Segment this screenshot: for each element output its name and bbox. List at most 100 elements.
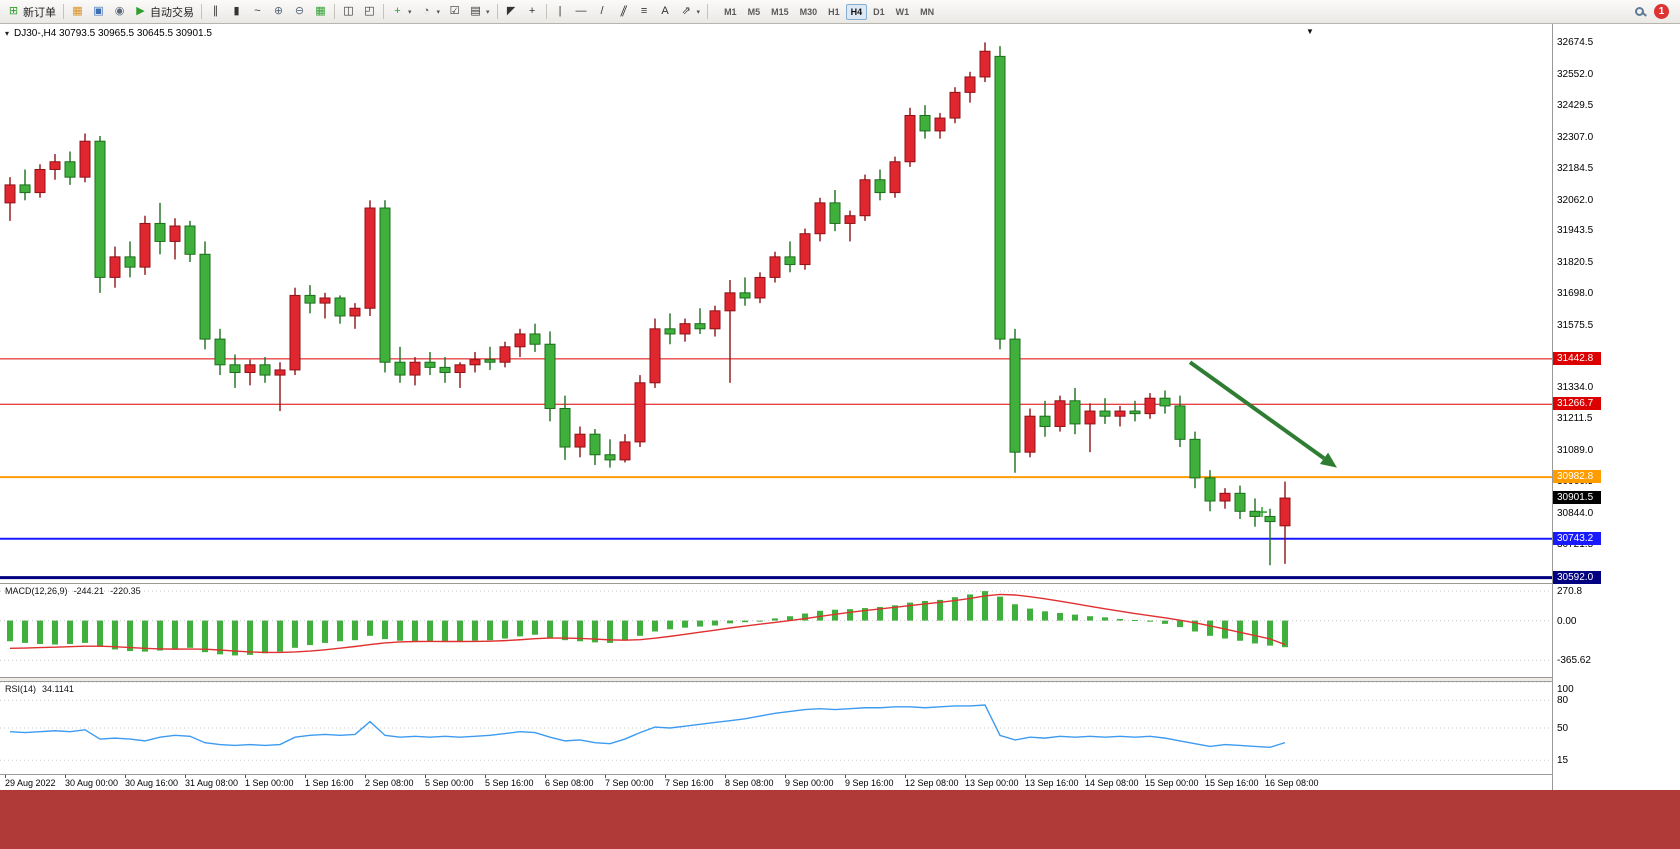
candle-body <box>124 256 136 268</box>
candlestick-chart-button[interactable]: ▮ <box>226 2 247 22</box>
zoom-in-button[interactable]: ⊕ <box>268 2 289 22</box>
macd-bar <box>1027 608 1033 621</box>
macd-bar <box>1147 620 1153 622</box>
cascade-windows-button[interactable]: ◰ <box>359 2 380 22</box>
one-click-trading-icon[interactable]: ▾ <box>5 29 10 38</box>
shapes-button[interactable]: ⇗ ▾ <box>676 2 705 22</box>
tab-timeframe-m1[interactable]: M1 <box>719 4 742 20</box>
crosshair-button[interactable]: + <box>522 2 543 22</box>
period-button[interactable]: ◔ ▾ <box>416 2 445 22</box>
rsi-name: RSI(14) <box>5 684 37 694</box>
cursor-icon: ◤ <box>506 5 516 17</box>
time-label: 1 Sep 16:00 <box>305 778 354 788</box>
price-tick: 32307.0 <box>1557 131 1594 143</box>
candle-body <box>589 433 601 456</box>
object-list-button[interactable]: ☑ <box>444 2 465 22</box>
panel-divider[interactable] <box>0 583 1552 584</box>
tab-timeframe-d1[interactable]: D1 <box>868 4 890 20</box>
zoom-out-button[interactable]: ⊖ <box>289 2 310 22</box>
macd-bar <box>1102 617 1108 621</box>
tab-timeframe-m30[interactable]: M30 <box>795 4 823 20</box>
price-axis[interactable]: 32674.5 32552.0 32429.5 32307.0 32184.5 32062… <box>1552 24 1680 790</box>
tab-timeframe-mn[interactable]: MN <box>915 4 939 20</box>
cursor-button[interactable]: ◤ <box>501 2 522 22</box>
candle-body <box>49 161 61 170</box>
accounts-button[interactable]: ▣ <box>88 2 109 22</box>
support-icon: ◉ <box>114 5 125 17</box>
fibonacci-button[interactable]: ≡ <box>634 2 655 22</box>
toolbox-button[interactable]: ▦ <box>67 2 88 22</box>
time-label: 30 Aug 16:00 <box>125 778 179 788</box>
candle-body <box>814 202 826 235</box>
cross-marker[interactable] <box>1257 507 1267 518</box>
main-price-chart[interactable] <box>0 24 1552 583</box>
macd-bar <box>652 620 658 632</box>
candle-body <box>874 179 886 194</box>
line-chart-button[interactable]: ~ <box>247 2 268 22</box>
candle-body <box>1159 397 1171 407</box>
trendline-button[interactable]: / <box>592 2 613 22</box>
tab-timeframe-w1[interactable]: W1 <box>891 4 915 20</box>
time-axis[interactable]: 29 Aug 2022 30 Aug 00:00 30 Aug 16:00 31 Au… <box>0 774 1552 790</box>
support-button[interactable]: ◉ <box>109 2 130 22</box>
time-tick <box>1205 775 1206 778</box>
vertical-line-button[interactable]: | <box>550 2 571 22</box>
macd-bar <box>577 620 583 642</box>
candle-body <box>634 382 646 443</box>
macd-bar <box>1132 620 1138 622</box>
panel-splitter[interactable] <box>0 677 1552 682</box>
horizontal-lines[interactable] <box>0 358 1552 580</box>
candle-body <box>889 161 901 194</box>
add-indicator-button[interactable]: + ▾ <box>387 2 416 22</box>
text-tool-button[interactable]: A <box>655 2 676 22</box>
price-tick: 32184.5 <box>1557 163 1594 175</box>
tab-timeframe-h4[interactable]: H4 <box>845 3 868 20</box>
macd-bar <box>817 610 823 621</box>
macd-panel[interactable] <box>0 584 1552 677</box>
search-icon[interactable] <box>1635 7 1644 16</box>
bar-chart-button[interactable]: ∥ <box>205 2 226 22</box>
notification-badge[interactable]: 1 <box>1654 4 1669 19</box>
price-tick: 31943.5 <box>1557 225 1594 237</box>
trend-arrow[interactable] <box>1188 360 1337 468</box>
candle-body <box>1204 477 1216 502</box>
grid-button[interactable]: ▦ <box>310 2 331 22</box>
candle-body <box>214 338 226 366</box>
rsi-panel[interactable] <box>0 682 1552 774</box>
symbol-info: ▾ DJ30-,H4 30793.5 30965.5 30645.5 30901… <box>5 28 212 39</box>
macd-bar <box>97 620 103 647</box>
time-tick <box>425 775 426 778</box>
time-tick <box>485 775 486 778</box>
time-label: 9 Sep 00:00 <box>785 778 834 788</box>
candle-body <box>1189 438 1201 479</box>
tile-windows-icon: ◫ <box>343 5 354 17</box>
macd-bar <box>742 620 748 623</box>
macd-bar <box>217 620 223 655</box>
candle-body <box>769 256 781 278</box>
macd-bar <box>682 620 688 628</box>
new-order-button[interactable]: ⊞ 新订单 <box>3 2 60 22</box>
auto-trading-label: 自动交易 <box>150 6 194 19</box>
time-label: 7 Sep 00:00 <box>605 778 654 788</box>
auto-trading-button[interactable]: ▶ 自动交易 <box>130 2 198 22</box>
tile-windows-button[interactable]: ◫ <box>338 2 359 22</box>
macd-bar <box>1012 604 1018 621</box>
candle-body <box>79 140 91 178</box>
candle-body <box>664 328 676 335</box>
template-button[interactable]: ▤ ▾ <box>465 2 494 22</box>
macd-bar <box>862 608 868 621</box>
macd-bar <box>1117 618 1123 621</box>
horizontal-line-button[interactable]: — <box>571 2 592 22</box>
toolbar-separator <box>707 4 709 19</box>
candle-body <box>1069 400 1081 425</box>
chart-shift-marker-icon[interactable]: ▼ <box>1306 27 1314 36</box>
tab-timeframe-m5[interactable]: M5 <box>743 4 766 20</box>
tab-timeframe-h1[interactable]: H1 <box>823 4 845 20</box>
macd-value-1: -244.21 <box>73 586 105 596</box>
chevron-down-icon: ▾ <box>436 8 441 16</box>
tab-timeframe-m15[interactable]: M15 <box>766 4 794 20</box>
candle-body <box>949 91 961 119</box>
channel-button[interactable]: ∥ <box>613 2 634 22</box>
toolbar-separator <box>63 4 64 19</box>
candle-body <box>994 55 1006 340</box>
